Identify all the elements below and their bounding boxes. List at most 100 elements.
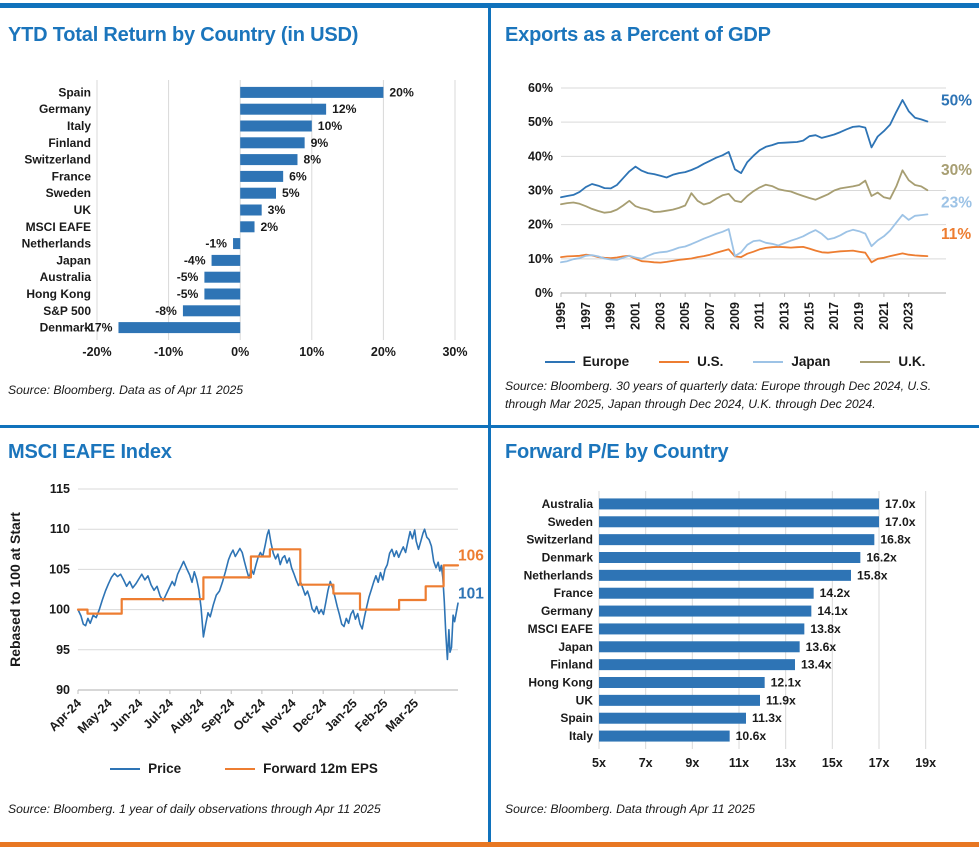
x-tick-label: 2015	[802, 302, 816, 330]
value-label: 6%	[289, 169, 307, 183]
y-tick-label: 100	[49, 603, 70, 617]
value-label: 20%	[389, 85, 414, 99]
value-label: -4%	[184, 253, 206, 267]
category-label: France	[52, 169, 92, 183]
value-label: -5%	[177, 270, 199, 284]
x-tick-label: 20%	[371, 345, 396, 359]
panel-title: YTD Total Return by Country (in USD)	[8, 24, 359, 46]
series-end-label: 23%	[941, 194, 972, 211]
bar-msci-eafe	[240, 221, 255, 233]
x-tick-label: 1999	[604, 302, 618, 330]
category-label: France	[554, 586, 594, 600]
value-label: 10.6x	[736, 729, 767, 743]
panel-title: MSCI EAFE Index	[8, 441, 172, 463]
bar-hong-kong	[204, 288, 241, 300]
x-tick-label: 11x	[729, 756, 749, 770]
source-note: Source: Bloomberg. 1 year of daily obser…	[8, 802, 381, 816]
horizontal-divider	[0, 425, 979, 428]
category-label: Spain	[58, 85, 91, 99]
bar-sweden	[240, 187, 276, 199]
bar-hong-kong	[599, 677, 765, 688]
x-tick-label: Nov-24	[259, 696, 298, 735]
category-label: Netherlands	[22, 237, 92, 251]
legend-item-forward-12m-eps: Forward 12m EPS	[225, 761, 378, 776]
x-tick-label: 5x	[592, 756, 606, 770]
msci-eafe-line-chart: 9095100105110115Apr-24May-24Jun-24Jul-24…	[7, 482, 484, 736]
legend-swatch	[659, 360, 690, 363]
legend-label: Europe	[582, 354, 630, 369]
value-label: -8%	[155, 304, 177, 318]
category-label: Hong Kong	[26, 287, 91, 301]
category-label: Australia	[542, 497, 594, 511]
category-label: UK	[74, 203, 92, 217]
category-label: S&P 500	[43, 304, 91, 318]
x-tick-label: Dec-24	[290, 696, 329, 735]
x-tick-label: 0%	[231, 345, 249, 359]
series-line-u-k-	[560, 169, 929, 214]
legend-swatch	[860, 360, 891, 363]
value-label: 16.2x	[866, 551, 897, 565]
series-end-label: 30%	[941, 162, 972, 179]
forward-pe-bar-chart: 5x 7x 9x 11x 13x 15x 17x 19x Australia 17.0x Swede…	[524, 491, 936, 770]
legend-swatch	[544, 360, 575, 363]
bar-germany	[240, 103, 327, 115]
category-label: MSCI EAFE	[528, 622, 593, 636]
bar-germany	[599, 605, 812, 617]
exports-gdp-line-chart: 0% 10% 20% 30% 40% 50% 60% 1995 1997 1999 2001 2003…	[528, 81, 972, 330]
bar-netherlands	[233, 238, 241, 250]
bar-spain	[240, 86, 384, 98]
value-label: 14.2x	[820, 586, 851, 600]
value-label: 12.1x	[771, 676, 802, 690]
legend-item-europe: Europe	[544, 354, 630, 369]
x-tick-label: 2001	[629, 302, 643, 330]
legend-swatch	[753, 360, 784, 363]
source-note: Source: Bloomberg. 30 years of quarterly…	[505, 379, 932, 411]
bar-spain	[599, 712, 746, 724]
value-label: 13.8x	[810, 622, 841, 636]
value-label: 5%	[282, 186, 300, 200]
series-line-u-s-	[560, 246, 929, 264]
x-tick-label: -10%	[154, 345, 183, 359]
category-label: Denmark	[542, 551, 594, 565]
x-tick-label: 2011	[753, 302, 767, 329]
category-label: Spain	[560, 711, 593, 725]
value-label: 17.0x	[885, 497, 916, 511]
value-label: 9%	[311, 136, 329, 150]
value-label: 13.4x	[801, 658, 832, 672]
x-tick-label: Aug-24	[167, 696, 207, 736]
legend-item-u-s-: U.S.	[659, 354, 723, 369]
bar-uk	[599, 694, 760, 706]
bar-italy	[599, 730, 730, 742]
value-label: 14.1x	[817, 604, 848, 618]
series-end-label: 11%	[941, 226, 971, 243]
category-label: Finland	[48, 136, 91, 150]
x-tick-label: 2005	[678, 302, 692, 330]
value-label: 2%	[261, 220, 279, 234]
x-tick-label: Jan-25	[322, 696, 360, 734]
category-label: Italy	[569, 729, 593, 743]
category-label: UK	[576, 693, 594, 707]
x-tick-label: 1997	[579, 302, 593, 330]
legend-label: Forward 12m EPS	[263, 761, 378, 776]
bar-italy	[240, 120, 312, 132]
y-tick-label: 40%	[528, 149, 553, 163]
y-tick-label: 30%	[528, 184, 553, 198]
series-line-europe	[560, 99, 929, 199]
source-note: Source: Bloomberg. Data through Apr 11 2…	[505, 802, 755, 816]
panel-exports-gdp: Exports as a Percent of GDP 0% 10% 20% 30% 4…	[491, 10, 979, 425]
y-tick-label: 110	[50, 522, 70, 536]
bar-finland	[240, 137, 305, 149]
value-label: 11.9x	[766, 693, 796, 707]
y-tick-label: 10%	[528, 252, 553, 266]
x-tick-label: Feb-25	[352, 696, 390, 734]
panel-ytd-return: YTD Total Return by Country (in USD) -20…	[0, 10, 488, 425]
legend-label: U.K.	[898, 354, 926, 369]
y-tick-label: 20%	[528, 218, 553, 232]
series-line-forward-12m-eps	[76, 548, 460, 615]
x-tick-label: -20%	[82, 345, 111, 359]
x-tick-label: 9x	[685, 756, 699, 770]
x-tick-label: 30%	[442, 345, 467, 359]
legend-item-price: Price	[110, 761, 181, 776]
bar-denmark	[118, 322, 241, 334]
